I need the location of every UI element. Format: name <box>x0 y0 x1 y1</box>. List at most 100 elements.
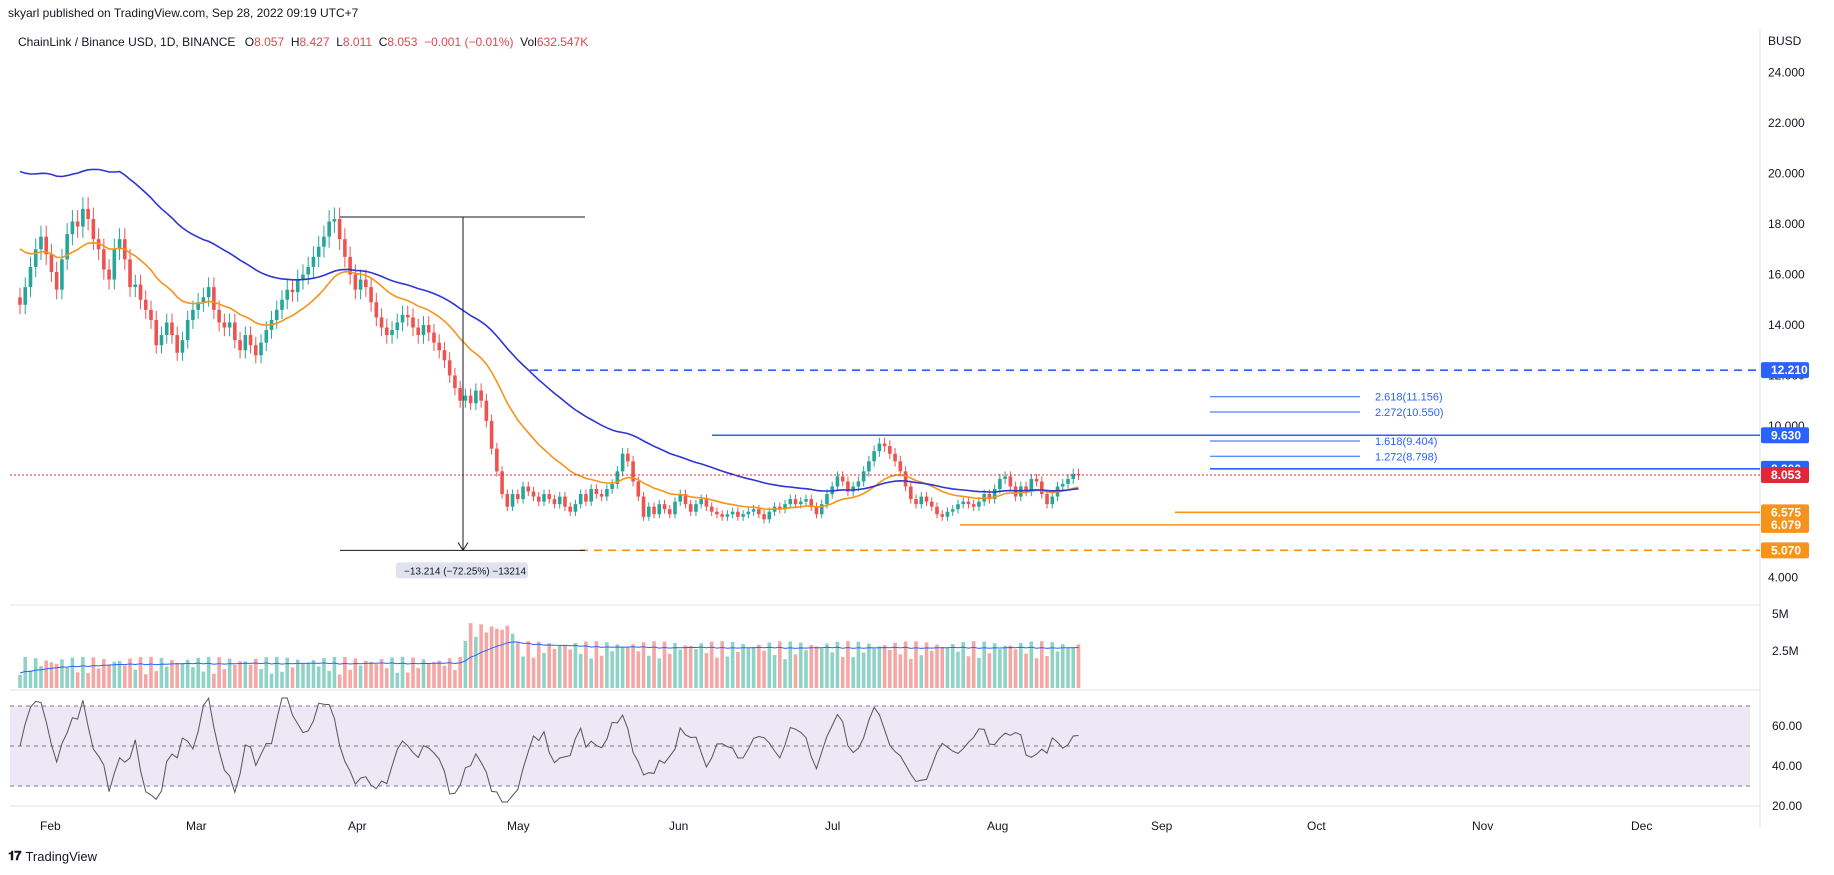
candle-body <box>143 299 148 310</box>
rsi-axis-label: 60.00 <box>1772 719 1802 733</box>
candle-body <box>154 319 159 346</box>
price-tag <box>1761 362 1809 379</box>
candle-body <box>379 317 384 328</box>
y-tick-label: 18.000 <box>1768 217 1805 231</box>
ema-fast-line <box>19 241 1079 511</box>
candle-body <box>631 461 635 482</box>
volume-bar <box>725 656 730 688</box>
candle-body <box>102 249 106 270</box>
volume-bar <box>510 633 515 688</box>
volume-bar <box>44 660 48 688</box>
volume-bar <box>872 648 876 688</box>
volume-bar <box>70 657 75 688</box>
candle-body <box>196 302 200 310</box>
candle-body <box>385 327 389 336</box>
candle-body <box>804 499 808 502</box>
candle-body <box>563 496 567 507</box>
volume-bar <box>835 641 840 688</box>
volume-bar <box>924 642 929 688</box>
candle-body <box>400 314 405 323</box>
volume-bar <box>793 654 798 688</box>
volume-bar <box>982 641 986 688</box>
candle-body <box>898 461 903 472</box>
fib-label: 2.272(10.550) <box>1375 407 1444 419</box>
candle-body <box>484 400 489 421</box>
candle-body <box>1008 476 1013 487</box>
candle-body <box>274 309 279 320</box>
volume-bar <box>1024 653 1028 688</box>
low-value: 8.011 <box>342 35 373 49</box>
candle-body <box>578 494 583 505</box>
candle-body <box>730 511 735 515</box>
volume-bar <box>374 664 379 688</box>
candle-body <box>641 496 646 517</box>
candle-body <box>295 279 300 293</box>
candle-body <box>872 451 876 462</box>
candle-body <box>793 499 798 505</box>
volume-bar <box>746 647 751 688</box>
candle-body <box>536 496 541 502</box>
volume-bar <box>474 636 478 688</box>
volume-bar <box>175 662 179 688</box>
volume-bar <box>809 645 814 688</box>
volume-bar <box>814 646 819 688</box>
candle-body <box>987 494 992 500</box>
volume-bar <box>542 653 546 688</box>
volume-bar <box>798 642 803 688</box>
candle-body <box>343 239 347 257</box>
candle-body <box>521 486 525 500</box>
rsi-axis-label: 40.00 <box>1772 759 1802 773</box>
candle-body <box>547 494 552 500</box>
volume-bar <box>500 629 504 688</box>
volume-bar <box>222 669 227 688</box>
candle-body <box>238 340 242 351</box>
volume-bar <box>385 668 389 688</box>
candle-body <box>426 324 431 333</box>
rsi-line <box>19 696 1079 803</box>
candle-body <box>903 471 908 487</box>
candle-body <box>977 501 981 507</box>
volume-bar <box>505 625 510 688</box>
volume-bar <box>877 646 882 688</box>
publisher-header: skyarl published on TradingView.com, Sep… <box>8 6 359 20</box>
candle-body <box>767 511 772 520</box>
candle-body <box>138 284 143 300</box>
candle-body <box>206 287 211 298</box>
candle-body <box>217 309 221 323</box>
volume-bar <box>966 656 971 688</box>
candle-body <box>133 284 138 288</box>
volume-bar <box>23 656 28 688</box>
volume-bar <box>316 666 321 688</box>
candle-body <box>746 511 751 515</box>
candle-body <box>694 504 698 512</box>
candle-body <box>421 324 426 336</box>
volume-bar <box>102 658 106 688</box>
candle-body <box>573 504 578 512</box>
y-tick-label: 20.000 <box>1768 167 1805 181</box>
volume-bar <box>893 642 897 688</box>
open-label: O <box>244 35 255 49</box>
candle-body <box>788 499 793 505</box>
candle-body <box>961 501 965 505</box>
candle-body <box>699 499 703 505</box>
volume-bar <box>568 649 572 688</box>
volume-bar <box>437 660 441 688</box>
candle-body <box>117 239 122 250</box>
candle-body <box>405 314 410 318</box>
volume-bar <box>940 647 945 688</box>
volume-bar <box>662 641 667 688</box>
candle-body <box>447 360 452 376</box>
volume-bar <box>851 657 855 688</box>
price-tag-label: 9.630 <box>1771 428 1801 442</box>
candle-body <box>783 504 787 510</box>
candle-body <box>720 514 724 517</box>
volume-bar <box>929 650 934 688</box>
volume-bar <box>647 655 651 688</box>
volume-bar <box>432 662 436 688</box>
volume-bar <box>369 661 373 688</box>
volume-bar <box>1013 649 1018 688</box>
volume-bar <box>274 656 279 688</box>
candle-body <box>458 388 462 401</box>
volume-bar <box>468 623 473 688</box>
